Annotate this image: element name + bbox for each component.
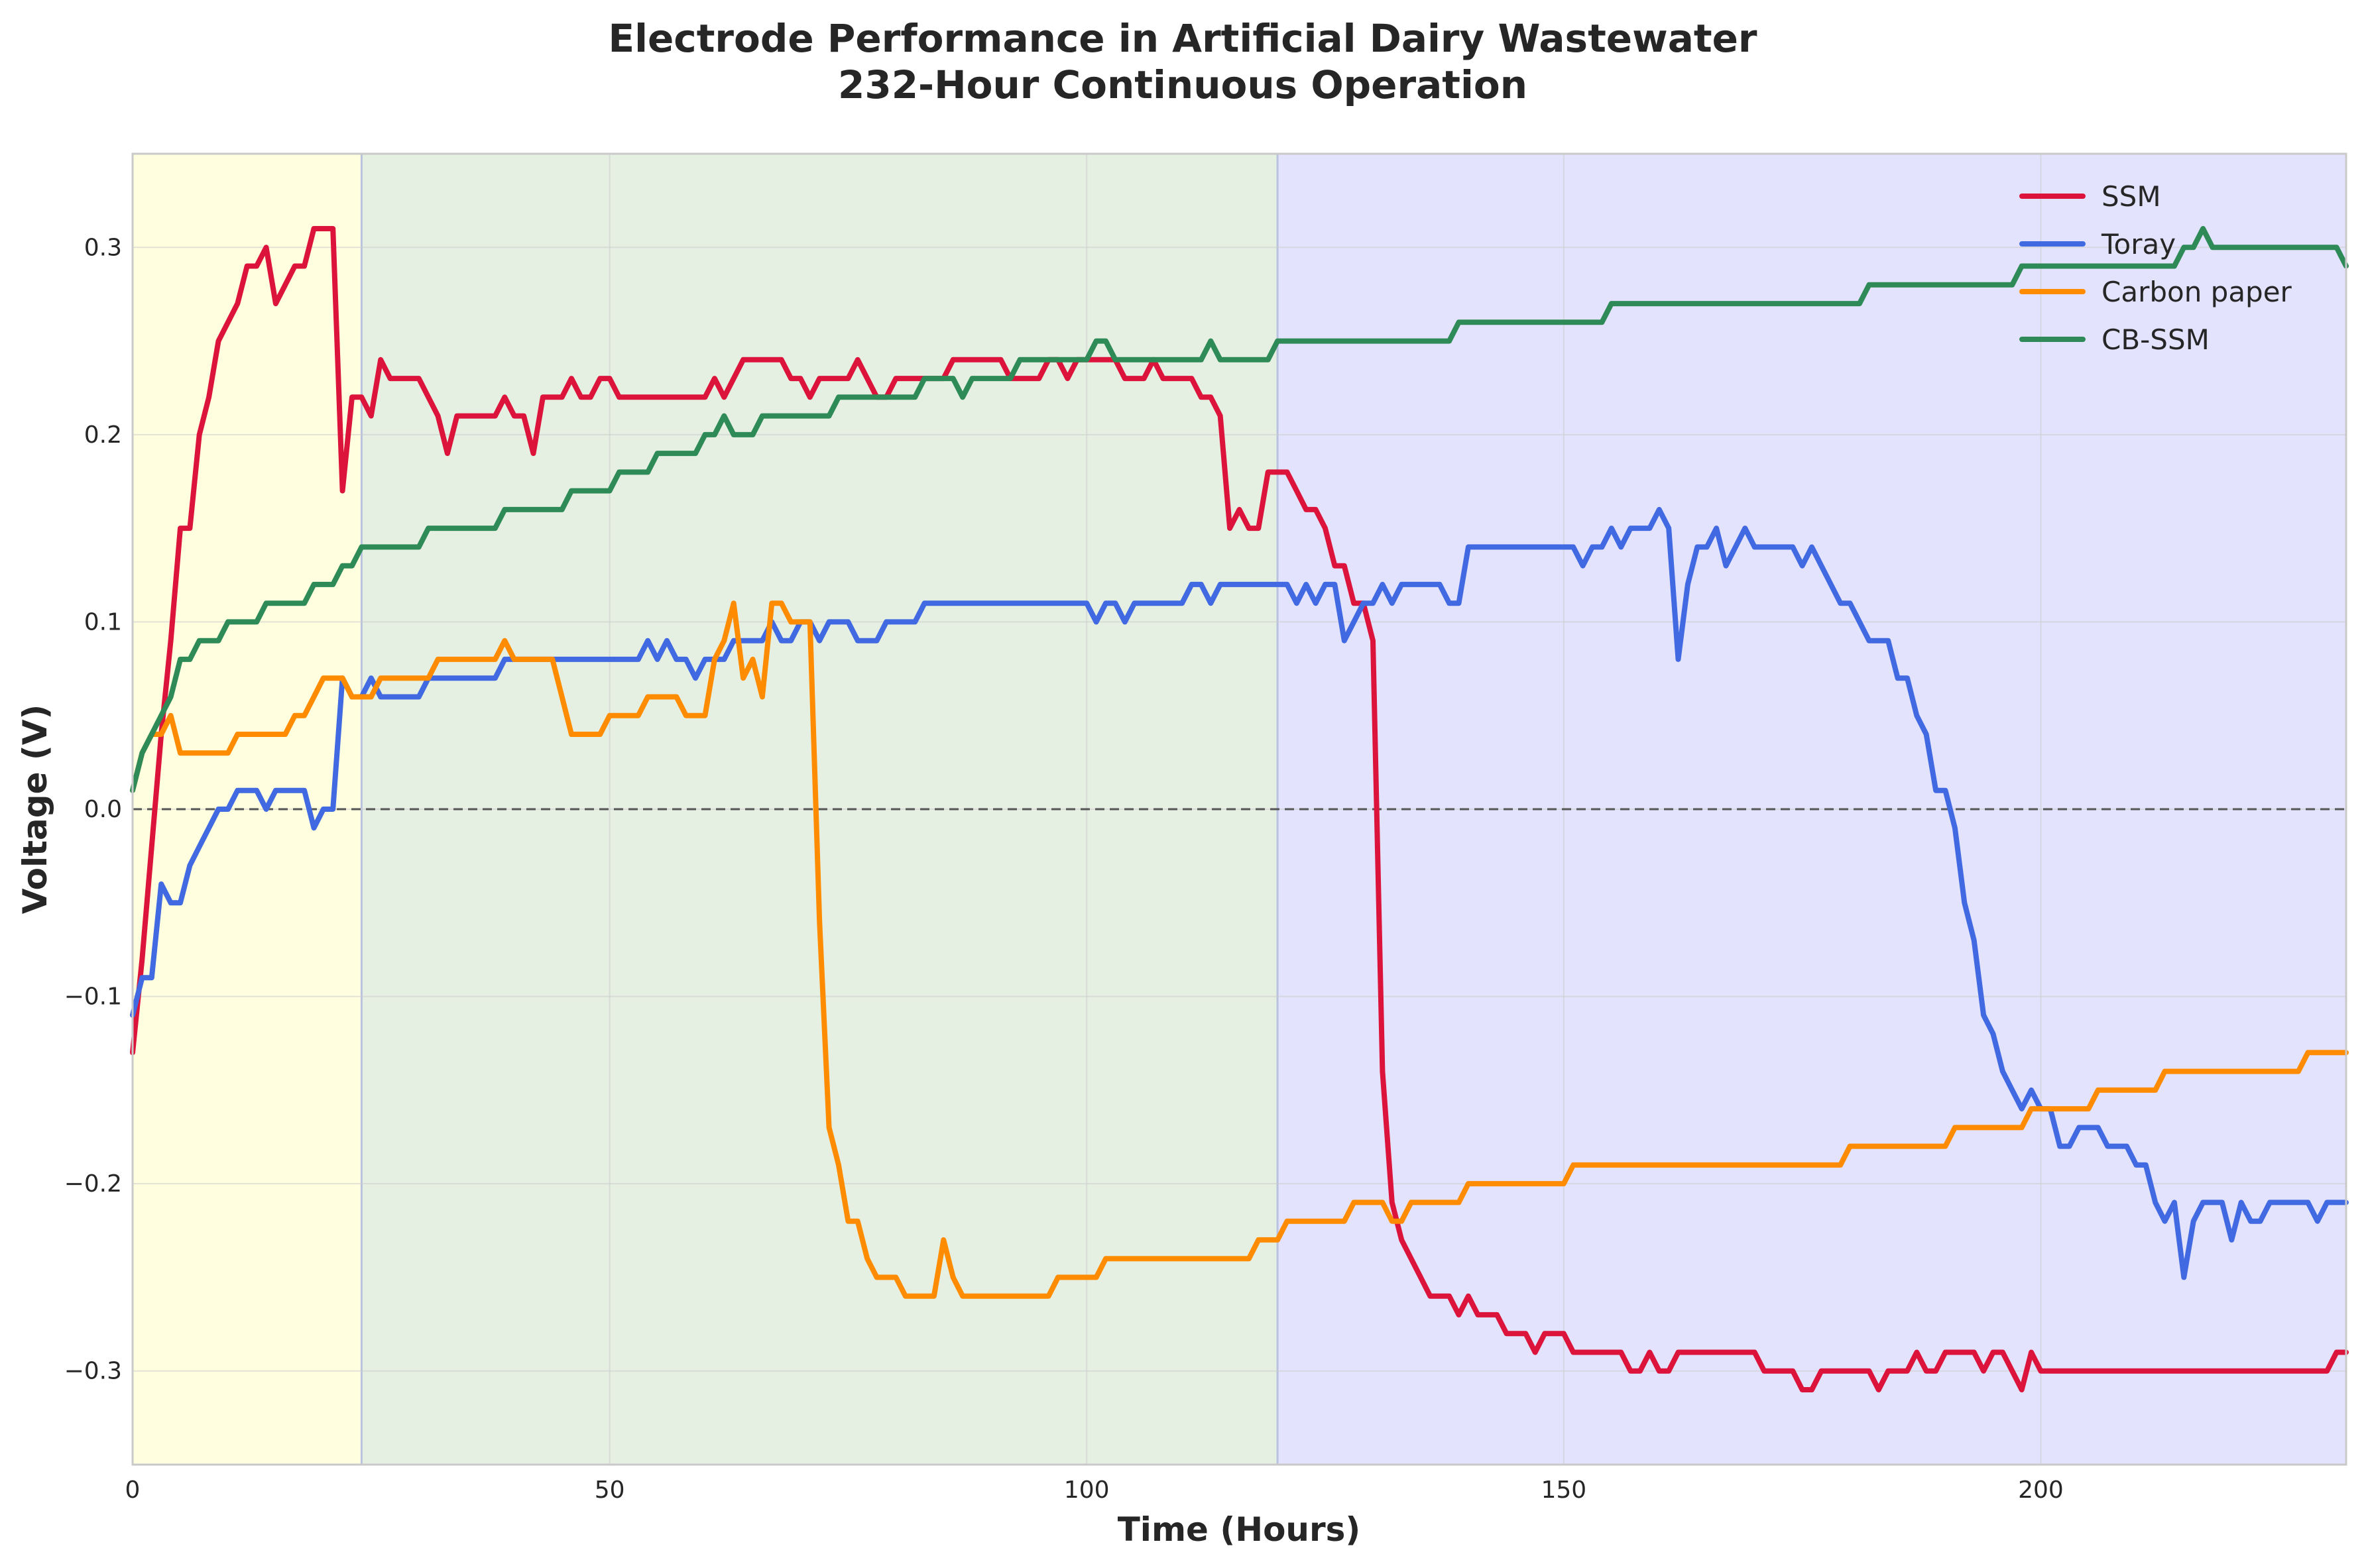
legend: SSM Toray Carbon paper CB-SSM [2019,180,2292,356]
x-tick-label: 150 [1541,1477,1586,1504]
x-tick-label: 0 [125,1477,141,1504]
y-tick-label: 0.2 [84,421,122,449]
x-axis-label: Time (Hours) [1118,1510,1361,1549]
series-line-toray [130,506,2349,1280]
legend-label-carbon-paper: Carbon paper [2101,276,2292,308]
plot-frame [131,152,2347,1466]
y-axis-ticks: −0.3 −0.2 −0.1 0.0 0.1 0.2 0.3 [64,234,122,1384]
legend-label-ssm: SSM [2101,180,2161,213]
x-tick-label: 50 [595,1477,625,1504]
series-line-carbon-paper [130,600,2349,1299]
y-tick-label: −0.2 [64,1170,122,1198]
x-tick-label: 200 [2018,1477,2064,1504]
series-line-cb-ssm [130,226,2349,793]
series-lines [130,226,2349,1392]
y-tick-label: 0.3 [84,234,122,261]
x-tick-label: 100 [1064,1477,1110,1504]
y-tick-label: 0.1 [84,608,122,636]
y-tick-label: 0.0 [84,796,122,823]
legend-label-toray: Toray [2101,228,2176,260]
x-axis-ticks: 0 50 100 150 200 [125,1477,2064,1504]
chart-title: Electrode Performance in Artificial Dair… [608,16,1757,61]
legend-label-cb-ssm: CB-SSM [2101,323,2210,356]
chart-subtitle: 232-Hour Continuous Operation [838,62,1527,107]
y-tick-label: −0.3 [64,1358,122,1385]
series-line-ssm [130,226,2349,1392]
y-tick-label: −0.1 [64,983,122,1011]
y-axis-label: Voltage (V) [16,704,54,915]
